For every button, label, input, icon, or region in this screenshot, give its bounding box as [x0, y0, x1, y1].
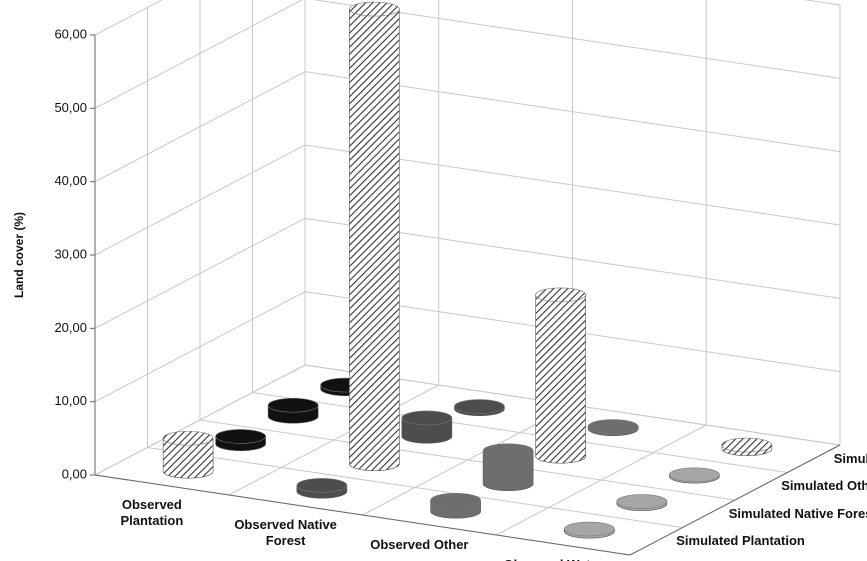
cylinder-top: [482, 443, 534, 459]
grid-line: [94, 0, 163, 36]
cylinder-body: [482, 450, 534, 492]
cylinder-top: [721, 437, 773, 453]
cylinder-top: [587, 419, 639, 434]
cylinder-top: [349, 1, 400, 17]
grid-line: [94, 71, 306, 183]
legend-label: Simulated Native Forest: [728, 505, 867, 521]
cylinder: [587, 419, 639, 437]
cylinder-top: [454, 399, 505, 414]
cylinder: [669, 467, 720, 484]
y-tick-label: 10,00: [54, 393, 87, 408]
cylinder-body: [162, 437, 214, 479]
floor-line: [199, 419, 736, 501]
x-tick-label: Observed Other: [370, 537, 469, 552]
y-tick-label: 30,00: [54, 246, 87, 261]
cylinder: [162, 430, 214, 479]
cylinder-top: [296, 478, 348, 493]
y-tick-label: 0,00: [62, 466, 87, 481]
cylinder: [454, 399, 505, 417]
cylinder: [616, 494, 668, 512]
y-tick-label: 40,00: [54, 173, 87, 188]
cylinder: [401, 410, 453, 444]
cylinder-top: [564, 521, 615, 537]
legend-label: Simulated Other: [781, 478, 867, 494]
cylinder-top: [401, 410, 453, 426]
grid-line: [94, 0, 303, 109]
cylinder-top: [267, 397, 319, 413]
cylinder-top: [215, 429, 266, 444]
cylinder: [721, 437, 773, 457]
y-tick-label: 60,00: [54, 26, 87, 41]
axis-line: [629, 444, 841, 556]
x-tick-label: Observed Plantation: [120, 497, 184, 528]
legend-label: Simulated Plantation: [676, 533, 805, 549]
y-tick-label: 50,00: [54, 100, 87, 115]
cylinder-top: [669, 467, 720, 483]
legend-label: Simulated Water: [833, 450, 867, 466]
axis-line: [94, 474, 631, 556]
cylinder-body: [535, 294, 586, 464]
grid-line: [94, 144, 306, 256]
cylinder-top: [535, 287, 586, 303]
floor-line: [252, 392, 788, 473]
floor-line: [147, 447, 683, 528]
cylinder-body: [349, 8, 400, 472]
grid-line: [94, 217, 306, 329]
y-tick-label: 20,00: [54, 320, 87, 335]
cylinder: [215, 429, 266, 452]
cylinder-top: [430, 492, 481, 508]
cylinder: [535, 287, 586, 464]
cylinder: [349, 1, 400, 472]
cylinder: [296, 478, 348, 499]
cylinder-top: [162, 430, 214, 446]
cylinder: [482, 443, 534, 492]
cylinder: [564, 521, 615, 539]
y-axis-label: Land cover (%): [12, 212, 26, 298]
grid-line: [94, 364, 306, 476]
cylinder-top: [616, 494, 668, 509]
x-tick-label: Observed Water: [493, 557, 613, 561]
cylinder: [430, 492, 481, 519]
cylinder: [267, 397, 319, 424]
x-tick-label: Observed Native Forest: [234, 517, 337, 548]
grid-line: [94, 291, 306, 403]
